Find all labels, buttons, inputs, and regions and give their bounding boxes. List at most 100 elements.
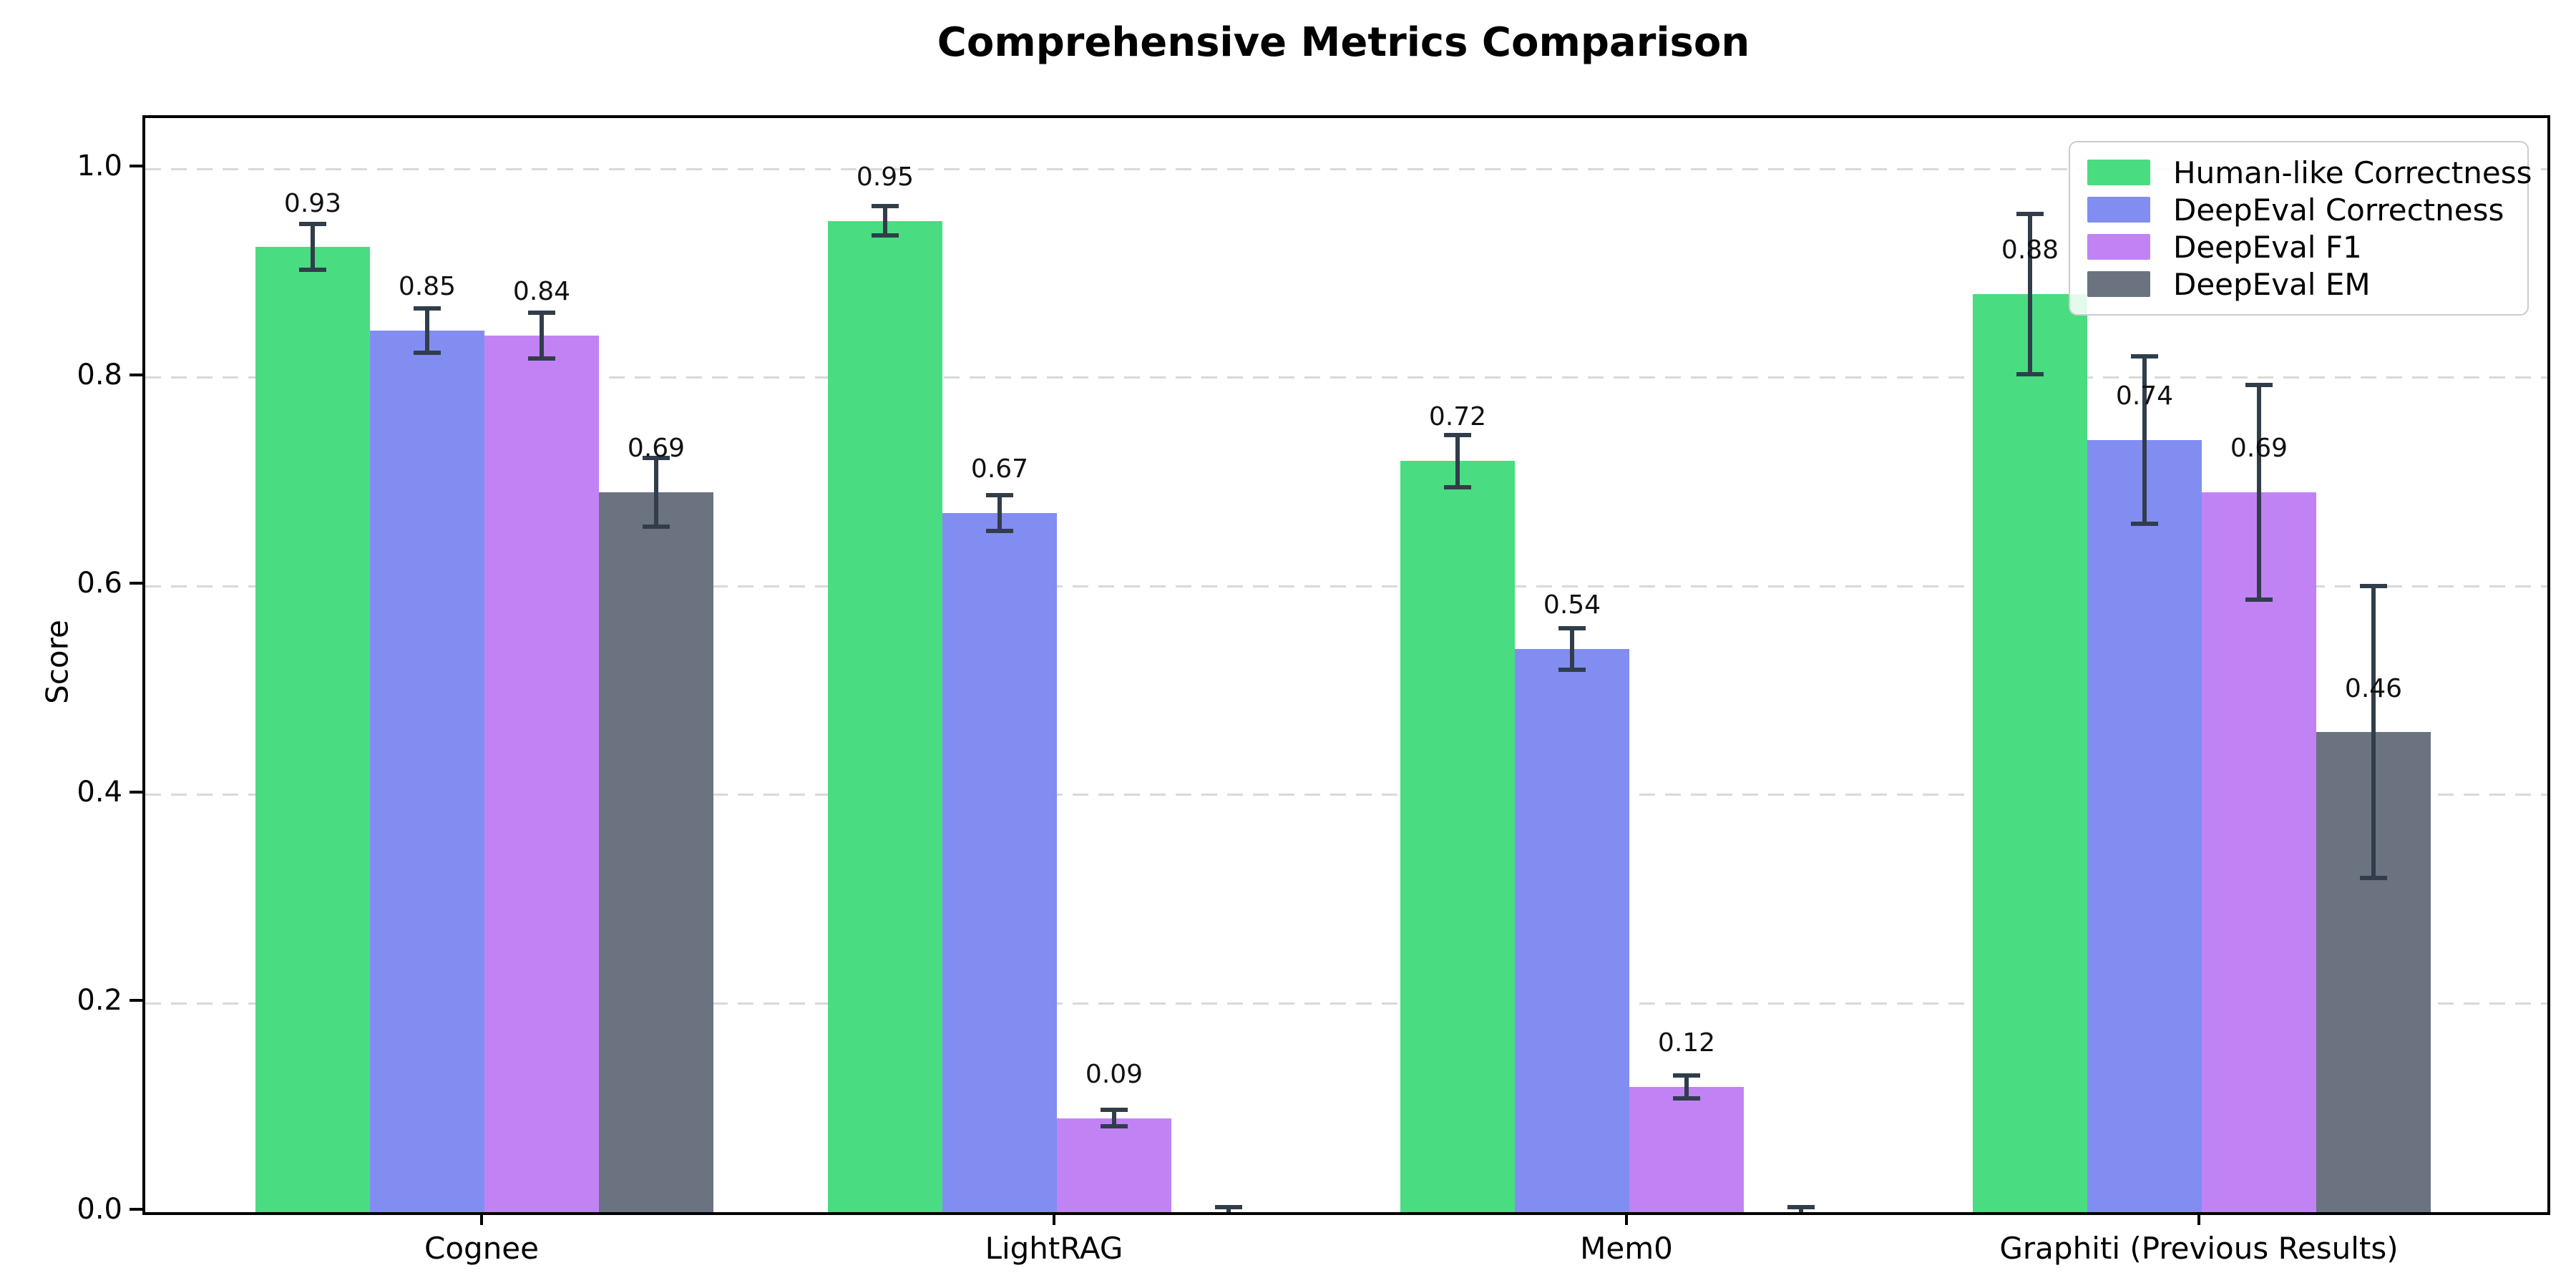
error-bar-cap	[986, 528, 1013, 533]
y-tick-mark	[130, 582, 142, 585]
legend-item: DeepEval F1	[2070, 228, 2527, 265]
error-bar	[1112, 1110, 1116, 1127]
gridline	[145, 585, 2547, 587]
y-tick-mark	[130, 999, 142, 1002]
bar-deepeval-correctness	[2087, 440, 2202, 1212]
y-tick-label: 1.0	[77, 150, 122, 182]
y-axis-title: Score	[39, 620, 75, 704]
legend-label: DeepEval EM	[2173, 266, 2371, 302]
error-bar-cap	[299, 222, 326, 227]
error-bar	[311, 224, 315, 270]
error-bar-cap	[2360, 876, 2387, 881]
y-tick-label: 0.8	[77, 358, 122, 391]
legend-swatch	[2087, 160, 2150, 185]
bar-value-label: 0.95	[856, 162, 914, 192]
error-bar-cap	[1101, 1124, 1128, 1129]
bar-deepeval-correctness	[1515, 648, 1629, 1212]
error-bar-cap	[1673, 1096, 1700, 1101]
error-bar-cap	[1215, 1204, 1242, 1209]
bar-human-like-correctness	[1400, 461, 1515, 1212]
error-bar-cap	[414, 350, 441, 355]
legend-swatch	[2087, 271, 2150, 297]
error-bar	[883, 206, 887, 236]
error-bar-cap	[2245, 382, 2273, 387]
bar-value-label: 0.12	[1657, 1028, 1716, 1058]
error-bar-cap	[1673, 1073, 1700, 1078]
error-bar	[1799, 1206, 1803, 1212]
bar-human-like-correctness	[255, 247, 370, 1212]
error-bar	[2028, 213, 2032, 375]
legend-label: DeepEval Correctness	[2173, 192, 2504, 228]
error-bar-cap	[872, 233, 899, 238]
bar-value-label: 0.09	[1085, 1059, 1143, 1089]
error-bar	[1226, 1206, 1231, 1212]
gridline	[145, 794, 2547, 796]
gridline	[145, 167, 2547, 170]
bar-value-label: 0.85	[398, 272, 457, 302]
bar-deepeval-correctness	[942, 513, 1057, 1212]
legend-item: DeepEval Correctness	[2070, 191, 2527, 228]
y-tick-mark	[130, 790, 142, 794]
error-bar	[2371, 586, 2376, 879]
bar-value-label: 0.67	[970, 454, 1029, 484]
error-bar-cap	[1558, 667, 1586, 672]
x-tick-label: Graphiti (Previous Results)	[1999, 1231, 2399, 1266]
error-bar-cap	[2016, 211, 2044, 216]
legend-item: DeepEval EM	[2070, 265, 2527, 303]
legend-swatch	[2087, 197, 2150, 223]
error-bar	[1684, 1075, 1689, 1099]
error-bar-cap	[872, 204, 899, 209]
bar-deepeval-correctness	[370, 330, 484, 1212]
error-bar-cap	[2016, 372, 2044, 377]
bar-deepeval-f1	[1057, 1118, 1171, 1212]
error-bar	[1455, 434, 1460, 487]
x-tick-mark	[1625, 1212, 1628, 1225]
legend-item: Human-like Correctness	[2070, 154, 2532, 191]
error-bar-cap	[1444, 432, 1471, 437]
y-tick-label: 0.2	[77, 984, 122, 1018]
gridline	[145, 376, 2547, 379]
y-tick-label: 0.4	[77, 775, 122, 809]
x-tick-label: Mem0	[1580, 1231, 1673, 1266]
error-bar-cap	[414, 306, 441, 311]
bar-value-label: 0.88	[2001, 235, 2059, 265]
bar-value-label: 0.69	[2230, 434, 2288, 464]
error-bar-cap	[643, 525, 670, 530]
error-bar	[997, 495, 1002, 531]
error-bar	[1570, 628, 1574, 670]
bar-value-label: 0.69	[627, 434, 686, 464]
error-bar-cap	[299, 268, 326, 273]
error-bar-cap	[1787, 1204, 1815, 1209]
y-tick-mark	[130, 373, 142, 376]
x-tick-mark	[2197, 1212, 2200, 1225]
bar-value-label: 0.93	[283, 188, 342, 218]
y-tick-label: 0.0	[77, 1193, 122, 1226]
bar-deepeval-f1	[1629, 1087, 1744, 1212]
error-bar-cap	[643, 455, 670, 460]
x-tick-mark	[1053, 1212, 1055, 1225]
chart-title: Comprehensive Metrics Comparison	[937, 19, 1750, 66]
error-bar	[654, 457, 658, 527]
error-bar-cap	[2360, 584, 2387, 589]
bar-deepeval-f1	[484, 336, 599, 1212]
error-bar	[2257, 384, 2261, 600]
bar-human-like-correctness	[828, 220, 942, 1212]
legend-label: DeepEval F1	[2173, 229, 2362, 265]
error-bar-cap	[1558, 625, 1586, 630]
error-bar-cap	[2245, 597, 2273, 602]
bar-value-label: 0.72	[1428, 402, 1487, 432]
bar-value-label: 0.74	[2115, 381, 2174, 411]
error-bar	[2142, 356, 2147, 524]
x-tick-label: LightRAG	[985, 1231, 1123, 1266]
error-bar-cap	[528, 311, 555, 316]
gridline	[145, 1002, 2547, 1005]
error-bar-cap	[986, 493, 1013, 498]
error-bar-cap	[2131, 521, 2158, 526]
error-bar	[425, 308, 429, 353]
y-tick-label: 0.6	[77, 567, 122, 600]
bar-deepeval-f1	[2202, 492, 2316, 1212]
bar-deepeval-em	[599, 492, 713, 1212]
bar-human-like-correctness	[1973, 293, 2087, 1212]
error-bar-cap	[1101, 1108, 1128, 1113]
